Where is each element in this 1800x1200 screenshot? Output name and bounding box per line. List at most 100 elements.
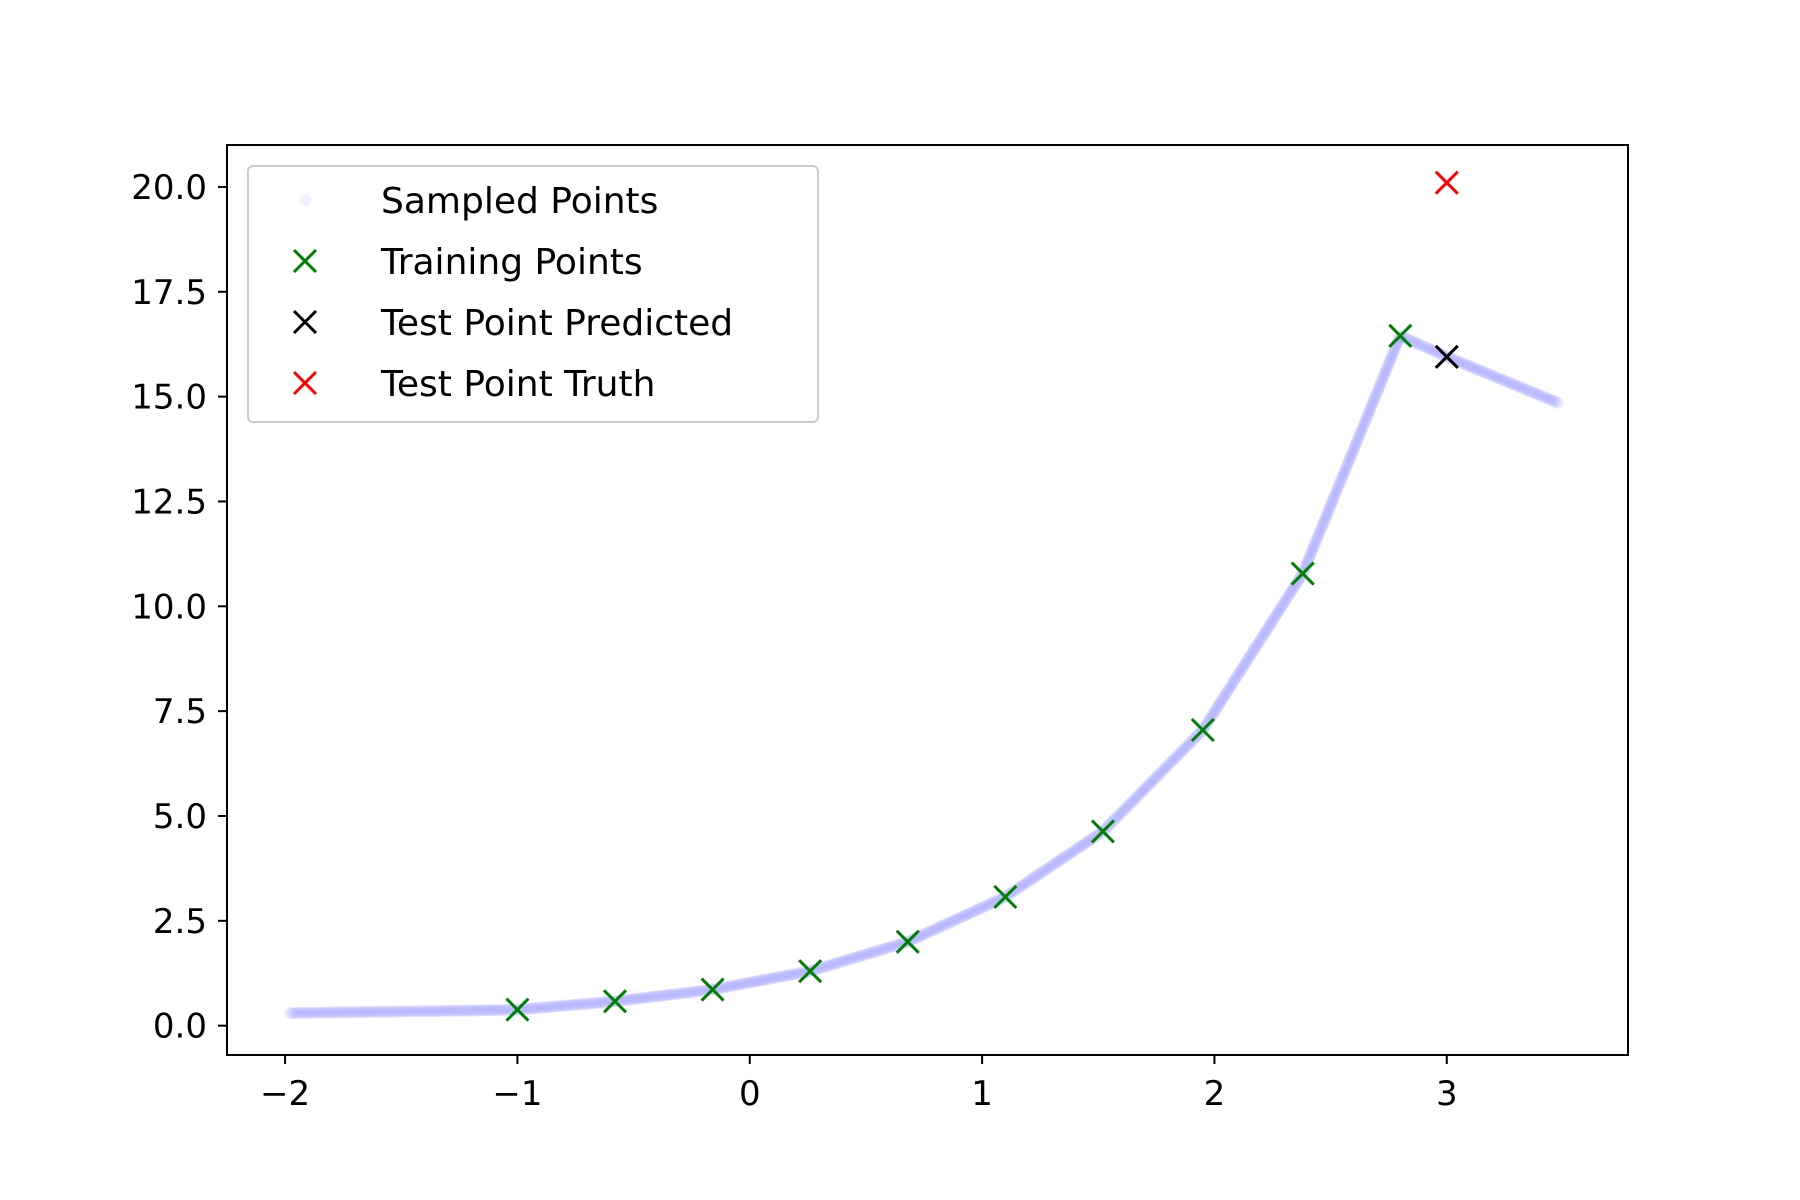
x-tick-label: −1: [492, 1074, 542, 1114]
sampled-point: [1255, 631, 1268, 644]
sampled-point: [1459, 358, 1472, 371]
training-point-marker: [895, 929, 920, 954]
training-point-marker-stroke-b: [1290, 561, 1315, 586]
sampled-point: [1233, 666, 1246, 679]
y-tick-label: 7.5: [153, 692, 207, 732]
sampled-point: [497, 1004, 510, 1016]
sampled-point: [1361, 409, 1374, 422]
sampled-point: [1156, 765, 1168, 778]
sampled-point: [1158, 762, 1171, 775]
sampled-point: [1380, 363, 1393, 375]
sampled-point: [1344, 451, 1357, 464]
sampled-point: [1350, 436, 1363, 449]
sampled-point: [939, 918, 952, 931]
sampled-point: [831, 957, 843, 970]
sampled-point: [974, 902, 986, 915]
sampled-point: [1533, 389, 1546, 402]
sampled-point: [943, 916, 956, 929]
sampled-point: [937, 919, 950, 932]
sampled-point: [1511, 380, 1524, 392]
sampled-point: [462, 1004, 475, 1017]
sampled-point: [954, 911, 967, 924]
sampled-point: [1062, 848, 1075, 861]
sampled-point: [1272, 606, 1284, 619]
legend-box: [247, 165, 819, 423]
sampled-point: [388, 1005, 401, 1018]
sampled-point: [555, 999, 568, 1012]
sampled-point: [1330, 484, 1343, 497]
sampled-point: [1080, 836, 1093, 849]
training-point-marker-stroke-b: [700, 977, 725, 1002]
sampled-point: [414, 1005, 427, 1018]
sampled-point: [356, 1006, 368, 1018]
sampled-point: [1164, 756, 1177, 769]
sampled-point: [1005, 886, 1018, 899]
sampled-point: [692, 985, 705, 998]
sampled-point: [1017, 878, 1030, 891]
sampled-point: [650, 990, 663, 1003]
sampled-point: [1067, 845, 1080, 858]
sampled-point: [876, 943, 889, 956]
sampled-point: [1358, 416, 1371, 429]
sampled-point: [1528, 386, 1541, 399]
sampled-point: [739, 977, 752, 990]
sampled-point: [765, 972, 778, 985]
sampled-point: [1336, 469, 1349, 482]
sampled-point: [1507, 378, 1520, 391]
sampled-point: [1346, 445, 1359, 458]
sampled-point: [1376, 374, 1389, 386]
sampled-point: [1083, 834, 1096, 847]
sampled-point: [599, 996, 611, 1009]
sampled-point: [1208, 705, 1221, 718]
sampled-point: [432, 1005, 445, 1017]
sampled-point: [1330, 486, 1342, 499]
sampled-point: [585, 997, 598, 1010]
sampled-point: [565, 999, 578, 1012]
sampled-point: [1165, 755, 1178, 768]
sampled-point: [349, 1006, 362, 1019]
sampled-point: [1356, 422, 1369, 434]
sampled-point: [821, 959, 834, 972]
sampled-point: [927, 924, 940, 937]
sampled-point: [1209, 703, 1222, 716]
sampled-point: [404, 1005, 417, 1018]
sampled-point: [1214, 697, 1226, 710]
sampled-point: [587, 997, 600, 1010]
sampled-point: [638, 991, 651, 1004]
sampled-point: [1339, 464, 1352, 477]
sampled-point: [1370, 386, 1383, 399]
sampled-point: [339, 1006, 352, 1019]
sampled-point: [1163, 758, 1176, 771]
sampled-point: [295, 1006, 308, 1019]
sampled-point: [963, 907, 976, 920]
sampled-point: [1115, 806, 1128, 819]
sampled-point: [398, 1005, 411, 1018]
sampled-point: [1037, 865, 1050, 878]
sampled-point: [1222, 683, 1235, 696]
sampled-point: [319, 1006, 332, 1019]
sampled-point: [1305, 545, 1318, 558]
sampled-point: [1485, 369, 1498, 382]
sampled-point: [848, 951, 861, 964]
sampled-point: [979, 900, 992, 912]
sampled-point: [1055, 853, 1068, 866]
y-tick-label: 15.0: [131, 378, 207, 418]
sampled-point: [333, 1006, 346, 1019]
sampled-point: [436, 1004, 449, 1017]
sampled-point: [1284, 586, 1297, 599]
training-point-marker: [602, 989, 628, 1014]
sampled-point: [1032, 868, 1045, 881]
sampled-point: [1120, 801, 1133, 814]
sampled-point: [726, 979, 739, 992]
sampled-point: [666, 988, 679, 1001]
sampled-point: [1418, 340, 1431, 353]
sampled-point: [378, 1005, 391, 1018]
sampled-point: [1317, 517, 1330, 530]
sampled-point: [634, 992, 647, 1005]
sampled-point: [384, 1005, 397, 1018]
legend-handle-training-points-stroke-b: [292, 248, 318, 274]
sampled-point: [1042, 862, 1055, 875]
sampled-point: [1073, 841, 1086, 853]
sampled-point: [1218, 690, 1231, 703]
sampled-point: [664, 988, 677, 1001]
